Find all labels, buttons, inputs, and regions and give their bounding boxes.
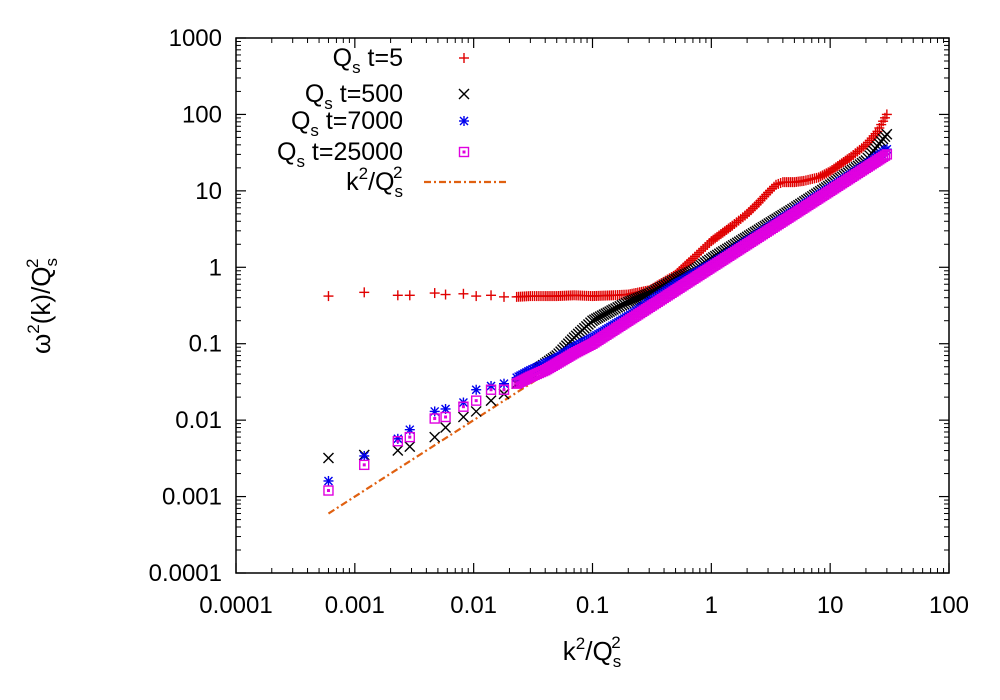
series-3-point xyxy=(404,431,415,443)
legend-swatch-3-center xyxy=(462,150,466,154)
series-3-point-center xyxy=(433,417,437,421)
legend-label-t25000: Qs t=25000 xyxy=(277,138,403,171)
x-axis-label: k2/Qs2 xyxy=(563,633,621,671)
series-0 xyxy=(323,109,892,302)
x-tick-label: 10 xyxy=(817,592,844,619)
series-0-point xyxy=(499,291,510,302)
series-3-point-center xyxy=(474,399,478,403)
y-tick-label: 0.1 xyxy=(189,331,222,358)
series-1-point xyxy=(628,294,640,306)
series-3 xyxy=(323,149,893,496)
series-3-point-center xyxy=(408,435,412,439)
series-3-point-center xyxy=(461,405,465,409)
series-1-point xyxy=(485,395,497,407)
series-3-point-center xyxy=(362,463,366,467)
series-0-point xyxy=(881,109,892,120)
series-2-point xyxy=(359,450,370,461)
x-tick-label: 0.1 xyxy=(576,592,609,619)
series-0-point xyxy=(486,290,497,301)
series-3-point xyxy=(485,384,497,395)
series-1-point xyxy=(637,290,649,302)
series-2-point xyxy=(486,380,497,391)
series-0-point xyxy=(404,290,415,301)
series-0-point xyxy=(770,179,781,190)
series-3-point xyxy=(429,413,440,424)
plot-frame xyxy=(235,37,950,574)
series-3-point xyxy=(323,485,334,496)
series-1-point xyxy=(622,296,634,308)
legend-swatch-3 xyxy=(458,146,470,158)
legend-label-reference: k2/Qs2 xyxy=(346,163,403,201)
y-tick-label: 10 xyxy=(195,178,222,205)
series-3-point xyxy=(881,149,893,160)
series-0-point xyxy=(870,128,881,139)
series-3-point xyxy=(458,401,469,412)
series-1-point xyxy=(429,431,441,443)
series-2-point xyxy=(323,475,334,486)
series-0-point xyxy=(323,291,334,302)
legend-label-t7000: Qs t=7000 xyxy=(291,107,403,140)
series-1-point xyxy=(392,445,404,457)
series-1-point xyxy=(626,295,638,307)
x-tick-label: 1 xyxy=(705,592,718,619)
series-1-point xyxy=(457,411,469,423)
y-tick-label: 100 xyxy=(182,101,222,128)
series-2-point xyxy=(429,406,440,417)
series-0-point xyxy=(359,287,370,298)
series-0-point xyxy=(775,178,786,189)
legend-label-t500: Qs t=500 xyxy=(305,80,403,113)
series-3-point-center xyxy=(489,388,493,392)
series-0-point xyxy=(458,288,469,299)
series-2-point xyxy=(471,384,482,395)
series-0-point xyxy=(429,288,440,299)
series-3-point xyxy=(440,411,451,423)
x-tick-label: 0.01 xyxy=(450,592,497,619)
series-3-point-center xyxy=(883,154,887,158)
series-3-point-center xyxy=(885,152,889,156)
legend-swatch-0 xyxy=(459,53,469,63)
series-1-point xyxy=(322,452,334,464)
series-3-point-center xyxy=(326,489,330,493)
legend: Qs t=5 Qs t=500 Qs t=7000 Qs t=25000 k2/… xyxy=(277,44,506,201)
y-tick-label: 0.0001 xyxy=(149,560,222,587)
series-1-point xyxy=(630,293,642,305)
y-tick-label: 0.001 xyxy=(162,484,222,511)
series-3-point xyxy=(470,395,482,406)
series-1-point xyxy=(639,289,651,301)
legend-swatch-2 xyxy=(459,116,469,126)
series-3-point xyxy=(879,150,891,161)
y-tick-label: 0.01 xyxy=(175,407,222,434)
series-3-point-center xyxy=(444,415,448,419)
y-axis-label: ω2(k)/Qs2 xyxy=(23,258,61,354)
x-tick-label: 100 xyxy=(929,592,969,619)
x-tick-label: 0.0001 xyxy=(199,592,272,619)
data-marks xyxy=(322,109,893,515)
y-tick-label: 1 xyxy=(209,254,222,281)
series-1-point xyxy=(881,128,893,140)
series-3-point xyxy=(498,384,510,395)
tick-labels: 0.0001 0.001 0.01 0.1 1 10 100 0.0001 0.001 0.01 0… xyxy=(149,25,969,619)
series-2-point xyxy=(499,378,510,389)
legend-swatch-1 xyxy=(458,88,470,100)
series-1-point xyxy=(440,422,452,434)
series-0-point xyxy=(773,178,784,189)
axis-ticks xyxy=(235,37,950,574)
series-1-point xyxy=(404,441,416,453)
legend-label-t5: Qs t=5 xyxy=(333,44,403,77)
series-3-point-center xyxy=(502,388,506,392)
series-0-point xyxy=(440,289,451,300)
y-tick-label: 1000 xyxy=(169,25,222,52)
series-0-point xyxy=(392,290,403,301)
series-3-point xyxy=(392,436,404,447)
series-0-point xyxy=(471,291,482,302)
series-1-point xyxy=(470,405,482,417)
x-tick-label: 0.001 xyxy=(325,592,385,619)
series-3-point-center xyxy=(396,439,400,443)
series-3-point xyxy=(359,459,370,471)
series-1-point xyxy=(624,295,636,307)
